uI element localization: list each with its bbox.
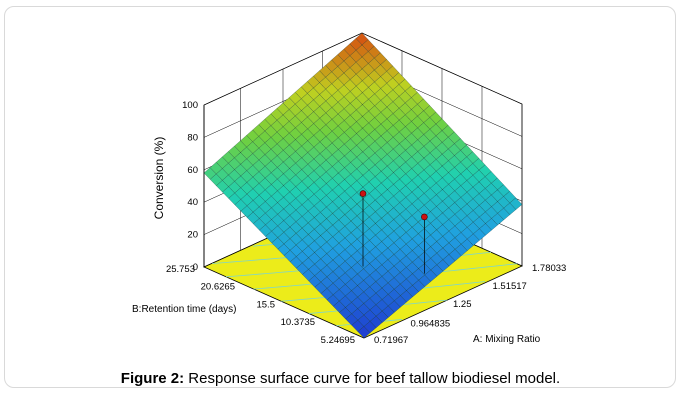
caption-text: Response surface curve for beef tallow b… [184, 370, 561, 387]
response-surface [203, 32, 523, 339]
x-axis-label: A: Mixing Ratio [473, 334, 541, 345]
z-tick-label: 40 [187, 197, 198, 208]
z-axis-label: Conversion (%) [152, 137, 166, 220]
y-tick-label: 25.753 [166, 264, 195, 275]
y-tick-label: 20.6265 [201, 282, 235, 293]
design-point [421, 213, 428, 221]
z-tick-label: 100 [182, 100, 198, 111]
caption-prefix: Figure 2: [120, 370, 185, 387]
design-points [359, 190, 428, 274]
design-point [359, 190, 367, 197]
x-tick-label: 1.51517 [493, 281, 527, 292]
z-tick-label: 0 [193, 262, 198, 273]
x-tick-label: 0.964835 [411, 318, 451, 329]
x-tick-label: 1.25 [453, 299, 472, 310]
figure-caption: Figure 2: Response surface curve for bee… [0, 370, 681, 387]
z-tick-label: 60 [187, 165, 198, 176]
figure-frame [4, 6, 676, 388]
y-tick-label: 10.3735 [281, 317, 315, 328]
y-tick-label: 15.5 [256, 299, 275, 310]
x-tick-label: 0.71967 [374, 335, 408, 346]
z-tick-label: 20 [187, 230, 198, 241]
z-tick-label: 80 [187, 132, 198, 143]
x-tick-label: 1.78033 [532, 263, 566, 274]
y-tick-label: 5.24695 [321, 335, 355, 346]
y-axis-label: B:Retention time (days) [132, 304, 237, 315]
surface-cell [357, 326, 371, 339]
